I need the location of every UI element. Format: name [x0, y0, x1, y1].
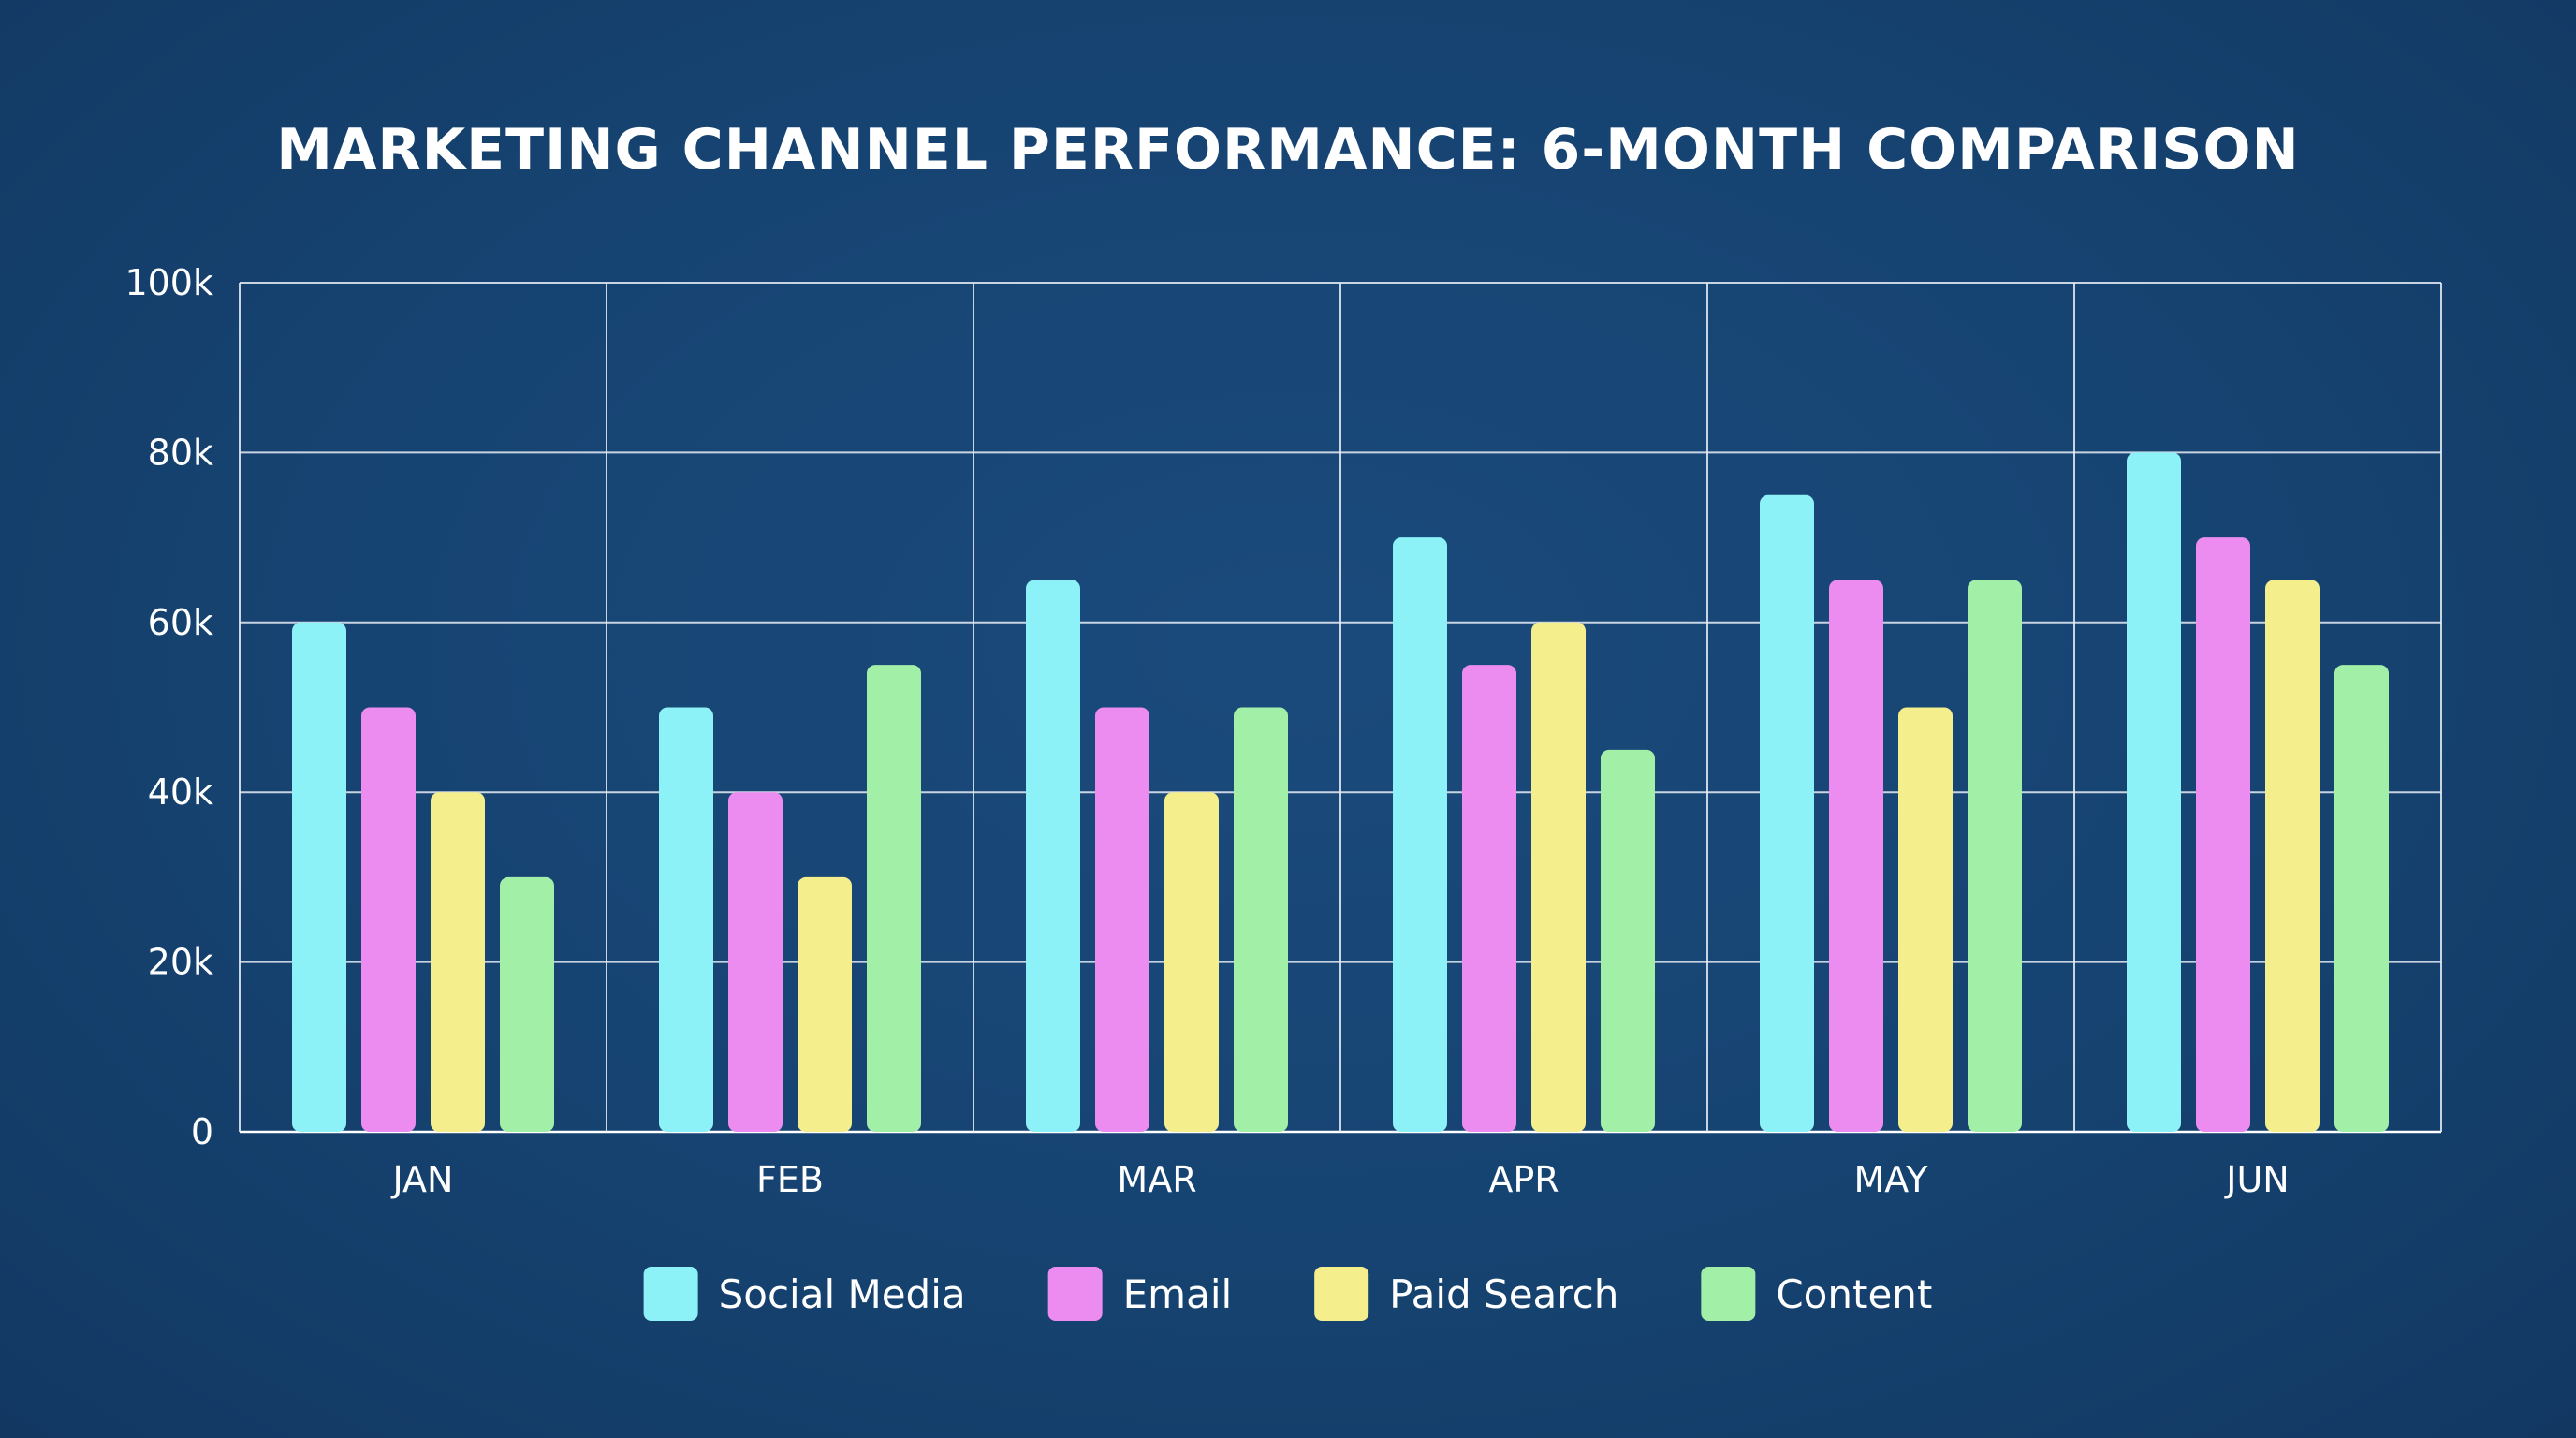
x-axis-ticks: JAN FEB MAR APR MAY JUN: [391, 1159, 2290, 1200]
chart-title: MARKETING CHANNEL PERFORMANCE: 6-MONTH C…: [276, 117, 2299, 183]
y-tick-label: 80k: [148, 432, 213, 473]
bar-content-mar: [1234, 707, 1288, 1132]
bar-paid-search-jan: [431, 792, 485, 1132]
legend-swatch: [1314, 1267, 1369, 1321]
bar-email-feb: [728, 792, 783, 1132]
bar-email-apr: [1462, 665, 1516, 1132]
bar-social-media-apr: [1393, 537, 1447, 1132]
bar-paid-search-mar: [1164, 792, 1219, 1132]
y-tick-label: 20k: [148, 942, 213, 983]
bar-content-may: [1968, 580, 2022, 1132]
x-tick-label: APR: [1488, 1159, 1559, 1200]
x-tick-label: JUN: [2224, 1159, 2289, 1200]
bar-social-media-feb: [659, 707, 713, 1132]
bar-paid-search-apr: [1531, 622, 1586, 1132]
legend: Social Media Email Paid Search Content: [643, 1267, 1932, 1321]
bar-paid-search-jun: [2265, 580, 2320, 1132]
bar-email-jan: [361, 707, 416, 1132]
bar-email-may: [1829, 580, 1883, 1132]
grid: [239, 282, 2442, 1134]
bars: [292, 452, 2389, 1132]
legend-label: Social Media: [719, 1271, 966, 1317]
legend-swatch: [643, 1267, 698, 1321]
y-tick-label: 0: [191, 1111, 213, 1152]
y-tick-label: 100k: [124, 262, 213, 303]
y-tick-label: 60k: [148, 602, 213, 643]
legend-swatch: [1701, 1267, 1756, 1321]
bar-content-apr: [1601, 749, 1655, 1132]
legend-item-social-media: Social Media: [643, 1267, 966, 1321]
bar-email-jun: [2196, 537, 2250, 1132]
x-tick-label: MAR: [1117, 1159, 1196, 1200]
legend-label: Content: [1776, 1271, 1932, 1317]
x-tick-label: MAY: [1853, 1159, 1928, 1200]
x-tick-label: JAN: [391, 1159, 454, 1200]
x-tick-label: FEB: [756, 1159, 824, 1200]
bar-paid-search-may: [1898, 707, 1953, 1132]
y-tick-label: 40k: [148, 771, 213, 813]
bar-content-jan: [500, 876, 554, 1132]
bar-content-feb: [867, 665, 921, 1132]
legend-swatch: [1047, 1267, 1103, 1321]
bar-social-media-jun: [2127, 452, 2181, 1132]
legend-item-paid-search: Paid Search: [1314, 1267, 1618, 1321]
legend-item-email: Email: [1047, 1267, 1233, 1321]
bar-email-mar: [1095, 707, 1149, 1132]
bar-paid-search-feb: [798, 876, 852, 1132]
legend-label: Email: [1123, 1271, 1233, 1317]
bar-content-jun: [2334, 665, 2389, 1132]
legend-item-content: Content: [1701, 1267, 1932, 1321]
bar-social-media-jan: [292, 622, 346, 1132]
bar-social-media-may: [1760, 494, 1814, 1132]
legend-label: Paid Search: [1389, 1271, 1618, 1317]
bar-social-media-mar: [1026, 580, 1080, 1132]
y-axis-ticks: 0 20k 40k 60k 80k 100k: [124, 262, 213, 1152]
